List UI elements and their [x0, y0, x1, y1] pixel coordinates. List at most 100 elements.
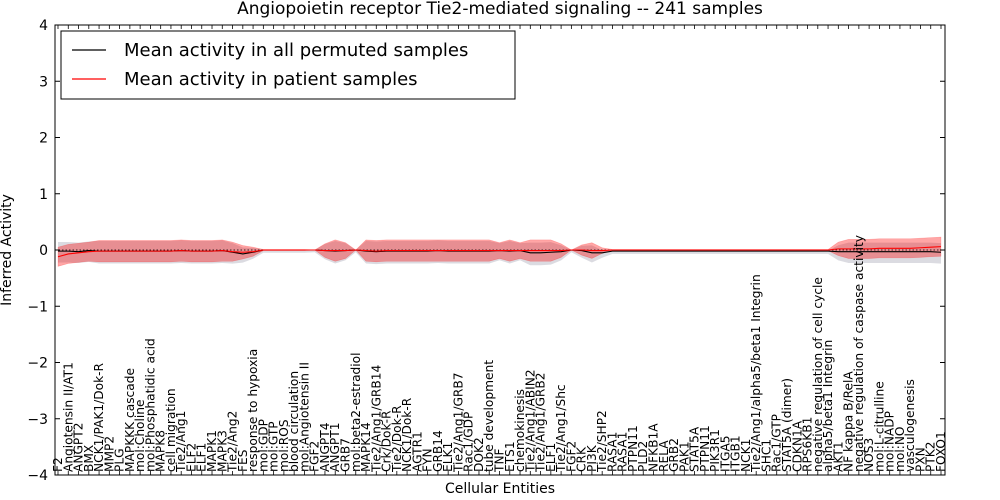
x-category-label: BMX	[82, 445, 96, 472]
x-category-label: STAT5A	[688, 426, 702, 472]
x-category-label: PI3K	[585, 444, 599, 472]
x-category-label: Tie2/Ang1/Shc	[554, 384, 568, 473]
x-category-label: mol:L-citrulline	[872, 381, 886, 472]
x-category-label: cell migration	[164, 388, 178, 472]
x-category-label: FES	[236, 449, 250, 472]
y-axis: −4 −3 −2 −1 0 1 2 3 4	[27, 18, 945, 484]
x-category-label: MAPKKK cascade	[123, 368, 137, 472]
x-category-label: ITGB1	[729, 435, 743, 472]
x-category-label: AKT1	[831, 441, 845, 472]
x-category-label: SHC1	[759, 439, 773, 472]
x-category-label: MAPK3	[215, 430, 229, 472]
x-category-label: mol:beta2-estradiol	[349, 352, 363, 472]
legend: Mean activity in all permuted samples Me…	[60, 30, 516, 100]
plot-area	[55, 236, 945, 267]
x-category-label: FYN	[421, 448, 435, 472]
x-category-label: GRB7	[338, 438, 352, 472]
x-category-label: PXN	[913, 447, 927, 472]
legend-box	[60, 30, 516, 100]
x-category-label: RASA1	[616, 432, 630, 472]
x-category-label: AGTR1	[410, 431, 424, 472]
x-category-label: ELF1	[195, 443, 209, 472]
x-category-label: mol:Choline	[133, 399, 147, 472]
x-category-label: ELF2	[184, 443, 198, 472]
x-category-label: mol:ROS	[277, 419, 291, 472]
x-category-label: Tie2/Ang1	[174, 411, 188, 473]
x-category-label: Tie2/Ang1/GRB14	[369, 365, 383, 473]
chart-title: Angiopoietin receptor Tie2-mediated sign…	[237, 0, 763, 19]
x-category-label: Angiotensin II/AT1	[61, 362, 75, 472]
x-category-label: FGF2	[308, 441, 322, 472]
x-category-label: PTK2	[924, 441, 938, 472]
x-category-label: Tie2/Ang1/ABIN2	[523, 369, 537, 473]
x-category-label: GRB14	[431, 430, 445, 472]
x-category-label: RPS6KB1	[801, 417, 815, 472]
x-category-label: Rac1/GDP	[462, 412, 476, 472]
x-category-label: ELK1	[441, 442, 455, 472]
x-category-label: Tie2/Ang1/GRB7	[451, 373, 465, 474]
x-category-label: negative regulation of caspase activity	[852, 235, 866, 472]
x-category-label: ANGPT2	[72, 423, 86, 472]
x-category-label: PAK1	[677, 441, 691, 472]
x-category-label: MMP2	[102, 436, 116, 472]
x-category-label: mol:NADP	[883, 411, 897, 472]
x-category-label: mol:GDP	[256, 419, 270, 472]
x-category-label: Tie2/Ang2	[226, 411, 240, 473]
x-category-label: mol:Phosphatidic acid	[143, 338, 157, 472]
x-category-label: response to hypoxia	[246, 349, 260, 472]
x-category-label: MAPK8	[154, 430, 168, 472]
x-category-label: negative regulation of cell cycle	[811, 277, 825, 472]
x-category-label: vasculogenesis	[903, 379, 917, 472]
x-category-label: ITGA5	[718, 435, 732, 472]
x-category-label: FOXO1	[934, 431, 948, 472]
x-category-label: TNF	[493, 448, 507, 473]
x-category-label: PIK3R1	[708, 429, 722, 472]
series-line-patient	[57, 246, 942, 258]
permuted-band	[58, 240, 941, 266]
x-category-label: Crk/Dok-R	[380, 410, 394, 472]
y-tick-label: 3	[39, 74, 48, 90]
x-category-label: CDKN1A	[790, 420, 804, 472]
x-category-label: Tie2/SHP2	[595, 410, 609, 473]
y-tick-label: 1	[39, 187, 48, 203]
x-category-label: ANGPT4	[318, 422, 332, 472]
x-category-label: STAT5A (dimer)	[780, 378, 794, 472]
x-category-label: MAPK14	[359, 422, 373, 472]
x-category-label: RASA1	[605, 432, 619, 472]
x-category-label: ELF1	[544, 443, 558, 472]
x-category-label: Tie2/Ang1/alpha5/beta1 Integrin	[749, 274, 763, 473]
y-tick-label: 0	[39, 243, 48, 259]
x-category-label: Tie2/Ang1/GRB2	[534, 373, 548, 474]
x-category-label: mol:GTP	[267, 421, 281, 472]
y-tick-label: −4	[27, 468, 48, 484]
legend-label-permuted: Mean activity in all permuted samples	[124, 40, 468, 61]
y-axis-label: Inferred Activity	[0, 194, 15, 306]
x-category-label: Rac1/GTP	[770, 414, 784, 472]
x-category-label: NCK1/PAK1/Dok-R	[92, 362, 106, 472]
x-category-label: CRK	[575, 446, 589, 472]
x-category-label: chemokinesis	[513, 389, 527, 472]
x-category-label: NCK1	[739, 439, 753, 472]
legend-label-patient: Mean activity in patient samples	[124, 69, 418, 90]
x-category-label: mol:Angiotensin II	[297, 362, 311, 472]
y-tick-label: −2	[27, 356, 48, 372]
y-tick-label: −1	[27, 299, 48, 315]
x-category-label: tube development	[482, 360, 496, 472]
x-category-label: DOK2	[472, 437, 486, 472]
plot-frame	[54, 24, 946, 476]
x-category-label: RELA	[657, 440, 671, 472]
y-tick-label: −3	[27, 412, 48, 428]
x-category-label: NFKB1A	[647, 423, 661, 472]
x-category-label: Tie2/Dok-R	[390, 405, 404, 473]
x-category-label: MAPK1	[205, 430, 219, 472]
x-category-label: NOS3	[862, 438, 876, 472]
x-axis-label: Cellular Entities	[445, 481, 555, 497]
x-category-label: NF kappa B/RelA	[842, 371, 856, 472]
x-category-label: PTPN11	[626, 425, 640, 472]
x-category-label: FGF2	[564, 441, 578, 472]
x-category-label: ANGPT1	[328, 423, 342, 472]
y-tick-label: 4	[39, 18, 48, 34]
x-category-label: mol:NO	[893, 426, 907, 472]
x-category-label: GRB2	[667, 438, 681, 472]
